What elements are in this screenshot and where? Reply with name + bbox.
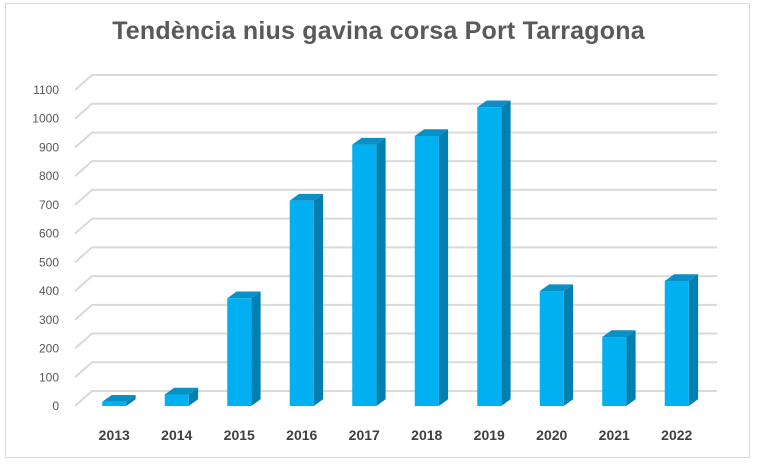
bar-top <box>414 129 449 136</box>
bar-top <box>602 330 636 338</box>
bar-side <box>126 394 136 406</box>
x-tick-label: 2014 <box>161 427 192 443</box>
y-tick-label: 300 <box>39 313 59 327</box>
bar-top <box>164 387 199 395</box>
x-tick-label: 2018 <box>411 427 442 443</box>
bar <box>164 387 199 406</box>
chart-title: Tendència nius gavina corsa Port Tarrago… <box>112 17 645 45</box>
bar-side <box>563 284 574 406</box>
bar-front <box>539 291 564 406</box>
bar-front <box>289 200 314 406</box>
y-tick-label: 900 <box>39 140 59 154</box>
y-axis-labels: 0 100 200 300 400 500 600 700 800 900 1000 1100 <box>32 83 59 413</box>
bar-top <box>539 284 574 292</box>
bar-top <box>227 291 261 299</box>
bar <box>664 274 699 406</box>
bar <box>477 100 511 407</box>
x-tick-label: 2020 <box>536 427 567 443</box>
x-tick-label: 2022 <box>661 427 692 443</box>
bars <box>102 100 699 407</box>
y-tick-label: 500 <box>39 255 59 269</box>
bar <box>414 129 449 407</box>
y-tick-label: 400 <box>39 284 59 298</box>
bar-side <box>251 291 261 406</box>
bar-top <box>477 100 511 108</box>
y-tick-label: 1100 <box>33 83 59 97</box>
x-tick-label: 2019 <box>474 427 505 443</box>
gridline <box>74 246 717 264</box>
bar <box>539 284 574 406</box>
bar <box>227 291 261 406</box>
bar-front <box>164 394 189 406</box>
bar-front <box>477 107 502 407</box>
gridline <box>74 102 717 120</box>
gridline <box>74 160 717 177</box>
y-tick-label: 800 <box>39 169 59 183</box>
bar-side <box>438 129 449 407</box>
bar-top <box>102 394 136 402</box>
bar-top <box>664 274 699 282</box>
x-tick-label: 2021 <box>599 427 630 443</box>
bar <box>602 330 636 406</box>
y-tick-label: 700 <box>39 198 59 212</box>
bar-side <box>376 137 386 406</box>
bar-front <box>664 281 689 406</box>
gridline <box>74 303 717 321</box>
y-tick-label: 600 <box>39 227 59 241</box>
gridline <box>74 275 717 292</box>
bar-side <box>313 193 324 406</box>
bar-side <box>188 387 199 406</box>
gridline <box>74 74 717 91</box>
bar <box>352 137 386 406</box>
y-tick-label: 0 <box>52 399 59 413</box>
x-tick-label: 2015 <box>224 427 255 443</box>
y-tick-label: 200 <box>39 342 59 356</box>
x-axis-labels: 2013 2014 2015 2016 2017 2018 2019 2020 2021 2022 <box>99 427 693 443</box>
bar <box>102 394 136 406</box>
bar-side <box>501 100 511 407</box>
bar-side <box>626 330 636 406</box>
gridline <box>74 217 717 235</box>
bar-front <box>602 337 627 406</box>
bar-front <box>227 298 252 406</box>
x-tick-label: 2016 <box>286 427 317 443</box>
y-tick-label: 100 <box>39 370 59 384</box>
bar-front <box>102 401 127 406</box>
y-tick-label: 1000 <box>32 112 59 126</box>
bar-top <box>289 193 324 201</box>
bar-front <box>352 144 377 406</box>
gridline <box>74 188 717 206</box>
bar-front <box>414 135 439 407</box>
gridline <box>74 131 717 149</box>
x-tick-label: 2017 <box>349 427 380 443</box>
x-tick-label: 2013 <box>99 427 130 443</box>
bar-top <box>352 137 386 145</box>
bar-side <box>688 274 699 406</box>
bar <box>289 193 324 406</box>
